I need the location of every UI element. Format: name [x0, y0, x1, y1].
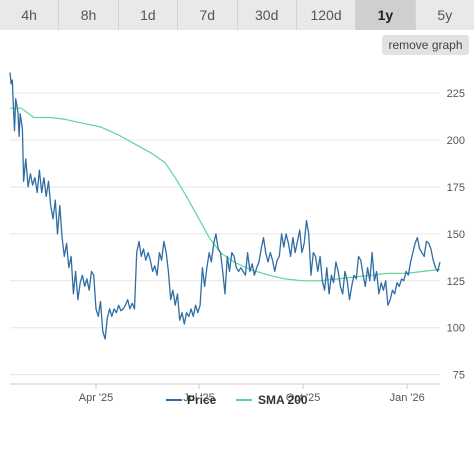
y-tick-label: 175 [447, 182, 465, 194]
x-axis: Apr '25 Jul '25 Oct '25 Jan '26 [79, 384, 425, 404]
legend-label[interactable]: SMA 200 [258, 393, 308, 407]
tab-5y[interactable]: 5y [415, 0, 474, 30]
y-tick-label: 75 [453, 370, 465, 382]
price-series-line [9, 72, 441, 340]
x-tick-label: Jan '26 [390, 392, 425, 404]
x-tick-label: Jul '25 [183, 392, 214, 404]
tab-4h[interactable]: 4h [0, 0, 60, 30]
x-tick-label: Apr '25 [79, 392, 114, 404]
y-tick-label: 100 [447, 323, 465, 335]
tab-120d[interactable]: 120d [296, 0, 357, 30]
sma200-series-line [10, 107, 441, 282]
legend: Price SMA 200 [166, 393, 308, 407]
timeframe-tabs: 4h 8h 1d 7d 30d 120d 1y 5y [0, 0, 474, 30]
y-tick-label: 200 [447, 135, 465, 147]
y-axis: 75 100 125 150 175 200 225 [447, 88, 465, 381]
grid [10, 92, 440, 385]
tab-8h[interactable]: 8h [59, 0, 119, 30]
series-lines [9, 72, 441, 340]
tab-30d[interactable]: 30d [237, 0, 297, 30]
y-tick-label: 125 [447, 276, 465, 288]
tab-1y[interactable]: 1y [356, 0, 416, 30]
legend-label[interactable]: Price [187, 393, 217, 407]
x-tick-label: Oct '25 [286, 392, 321, 404]
tab-1d[interactable]: 1d [118, 0, 179, 30]
remove-graph-button[interactable]: remove graph [382, 35, 469, 55]
y-tick-label: 150 [447, 229, 465, 241]
tab-7d[interactable]: 7d [178, 0, 238, 30]
y-tick-label: 225 [447, 88, 465, 100]
